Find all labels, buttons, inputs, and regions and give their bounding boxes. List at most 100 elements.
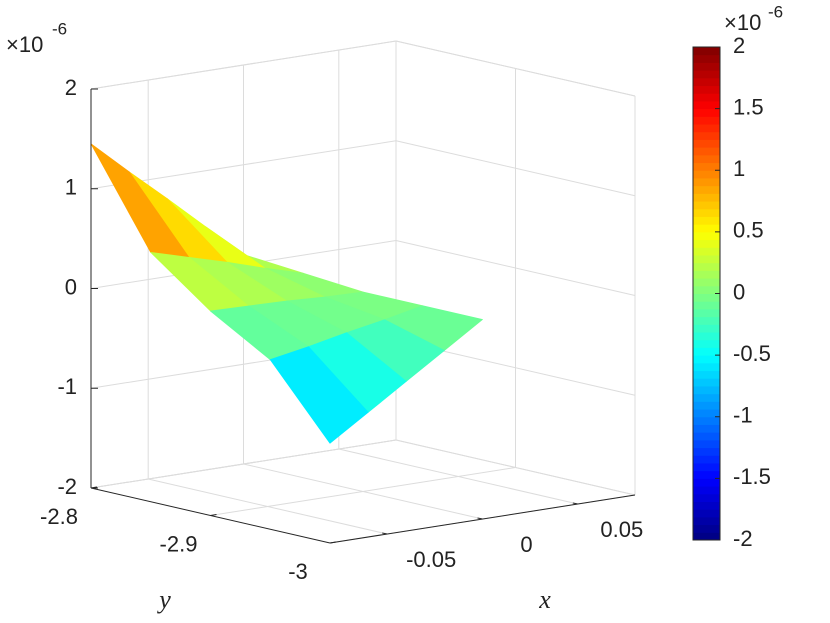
colorbar-swatch — [693, 524, 720, 533]
colorbar-swatch — [693, 77, 720, 87]
colorbar-tick-label: 2 — [733, 33, 745, 58]
colorbar-swatch — [693, 347, 720, 356]
colorbar-swatch — [693, 93, 720, 102]
z-tick-label: -2 — [57, 474, 77, 499]
colorbar-tick-label: 1 — [733, 156, 745, 181]
colorbar-swatch — [693, 493, 720, 502]
grid-line — [395, 240, 636, 296]
z-tick-label: 0 — [65, 274, 77, 299]
grid-line — [210, 467, 516, 516]
colorbar-tick-label: -1 — [733, 403, 753, 428]
colorbar-swatch — [693, 247, 720, 256]
colorbar-swatch — [693, 332, 720, 341]
x-tick-label: 0.05 — [600, 517, 643, 542]
colorbar-swatch — [693, 162, 720, 171]
grid-line — [90, 439, 397, 489]
colorbar-swatch — [693, 532, 720, 541]
colorbar-swatch — [693, 239, 720, 248]
y-tick-label: -2.8 — [40, 504, 78, 529]
colorbar-swatch — [693, 116, 720, 125]
grid-line — [395, 140, 636, 197]
colorbar-swatch — [693, 85, 720, 94]
colorbar-swatch — [693, 254, 720, 264]
z-tick-label: 1 — [65, 175, 77, 200]
x-tick — [572, 502, 578, 505]
colorbar-swatch — [693, 278, 720, 287]
colorbar-swatch — [693, 147, 720, 156]
colorbar-swatch — [693, 100, 720, 110]
colorbar-swatch — [693, 447, 720, 456]
colorbar-swatch — [693, 170, 720, 179]
colorbar-tick-label: -1.5 — [733, 464, 771, 489]
colorbar-swatch — [693, 62, 720, 71]
z-tick-label: 2 — [65, 75, 77, 100]
colorbar-swatch — [693, 439, 720, 449]
colorbar-swatch — [693, 378, 720, 387]
x-tick-label: -0.05 — [406, 547, 456, 572]
colorbar-swatch — [693, 301, 720, 310]
colorbar-swatch — [693, 224, 720, 233]
colorbar-swatch — [693, 193, 720, 202]
colorbar-swatch — [693, 154, 720, 164]
z-exponent: -6 — [52, 19, 67, 38]
colorbar-swatch — [693, 432, 720, 441]
colorbar-swatch — [693, 316, 720, 325]
colorbar-swatch — [693, 455, 720, 464]
surface — [90, 143, 483, 444]
y-tick — [90, 486, 98, 489]
colorbar-swatch — [693, 177, 720, 187]
colorbar: -2 -1.5 -1 -0.5 0 0.5 1 1.5 2 — [692, 33, 771, 551]
x-tick — [382, 532, 388, 535]
colorbar-swatch — [693, 70, 720, 79]
colorbar-swatch — [693, 293, 720, 302]
colorbar-swatch — [693, 409, 720, 418]
colorbar-swatch — [693, 308, 720, 318]
grid-line — [90, 40, 397, 90]
colorbar-swatch — [693, 462, 720, 472]
colorbar-swatch — [693, 486, 720, 495]
colorbar-swatch — [693, 339, 720, 348]
colorbar-exponent: -6 — [768, 2, 783, 21]
colorbar-swatch — [693, 355, 720, 364]
colorbar-swatch — [693, 131, 720, 140]
colorbar-swatch — [693, 216, 720, 225]
colorbar-swatch — [693, 231, 720, 241]
colorbar-swatch — [693, 416, 720, 425]
x-tick — [477, 517, 483, 520]
x-tick-label: 0 — [520, 532, 532, 557]
colorbar-swatch — [693, 208, 720, 217]
z-multiplier: ×10 — [6, 32, 43, 57]
surface-face — [90, 143, 190, 258]
colorbar-swatch — [693, 324, 720, 333]
colorbar-tick-label: 1.5 — [733, 94, 764, 119]
colorbar-swatch — [693, 385, 720, 395]
colorbar-tick-label: 0.5 — [733, 218, 764, 243]
colorbar-tick-label: -2 — [733, 526, 753, 551]
x-axis-label: x — [538, 585, 551, 614]
colorbar-swatch — [693, 124, 720, 133]
colorbar-swatch — [693, 370, 720, 379]
colorbar-swatch — [693, 393, 720, 402]
grid-line — [395, 40, 636, 97]
colorbar-multiplier: ×10 — [724, 10, 761, 35]
colorbar-swatch — [693, 285, 720, 294]
colorbar-tick-label: -0.5 — [733, 341, 771, 366]
y-axis-label: y — [156, 585, 171, 614]
colorbar-swatch — [693, 262, 720, 271]
y-tick — [210, 514, 217, 516]
axes: -2 -1 0 1 2 -3 -2.9 -2.8 -0.05 0 0.05 — [40, 75, 643, 584]
colorbar-swatch — [693, 470, 720, 479]
colorbar-swatch — [693, 201, 720, 210]
colorbar-swatch — [693, 270, 720, 279]
colorbar-tick-label: 0 — [733, 279, 745, 304]
colorbar-swatch — [693, 185, 720, 194]
z-tick-label: -1 — [57, 374, 77, 399]
colorbar-swatch — [693, 139, 720, 148]
colorbar-swatch — [693, 47, 720, 56]
colorbar-swatch — [693, 478, 720, 487]
colorbar-swatch — [693, 516, 720, 526]
y-tick-label: -3 — [288, 559, 308, 584]
colorbar-swatch — [693, 509, 720, 518]
